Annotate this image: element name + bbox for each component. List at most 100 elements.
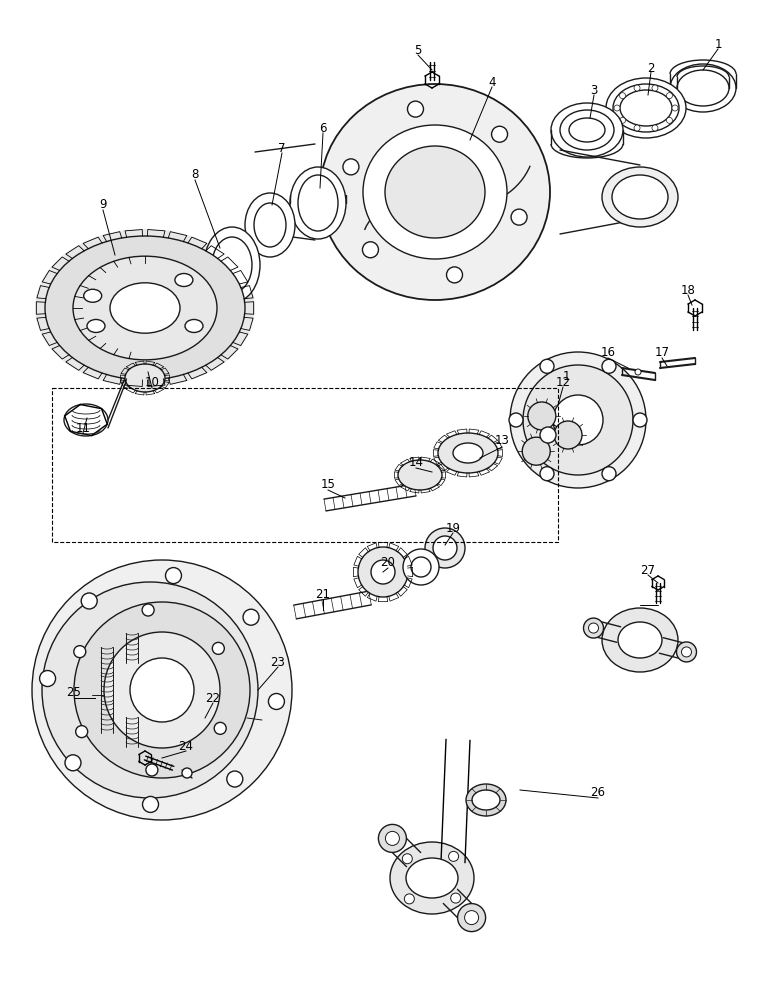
- Ellipse shape: [670, 64, 736, 112]
- Circle shape: [492, 126, 507, 142]
- Circle shape: [405, 894, 415, 904]
- Ellipse shape: [212, 237, 252, 293]
- Circle shape: [76, 726, 88, 738]
- Text: 16: 16: [601, 347, 615, 360]
- Circle shape: [243, 609, 259, 625]
- Circle shape: [362, 242, 378, 258]
- Circle shape: [540, 359, 554, 373]
- Circle shape: [402, 854, 412, 864]
- Ellipse shape: [560, 110, 614, 150]
- Circle shape: [511, 209, 527, 225]
- Text: 20: 20: [381, 556, 395, 570]
- Text: 17: 17: [655, 346, 669, 359]
- Circle shape: [633, 413, 647, 427]
- Ellipse shape: [602, 167, 678, 227]
- Circle shape: [602, 467, 616, 481]
- Ellipse shape: [569, 118, 605, 142]
- Text: 4: 4: [488, 76, 496, 89]
- Circle shape: [449, 851, 459, 861]
- Text: 10: 10: [144, 376, 160, 389]
- Ellipse shape: [551, 103, 623, 157]
- Circle shape: [666, 117, 672, 123]
- Ellipse shape: [320, 84, 550, 300]
- Circle shape: [433, 536, 457, 560]
- Circle shape: [143, 796, 158, 812]
- Circle shape: [509, 413, 523, 427]
- Circle shape: [358, 547, 408, 597]
- Circle shape: [74, 602, 250, 778]
- Text: 15: 15: [320, 479, 336, 491]
- Circle shape: [214, 722, 226, 734]
- Text: 8: 8: [191, 168, 198, 182]
- Circle shape: [212, 642, 225, 654]
- Ellipse shape: [466, 784, 506, 816]
- Ellipse shape: [83, 289, 102, 302]
- Circle shape: [635, 369, 641, 375]
- Ellipse shape: [125, 364, 165, 392]
- Ellipse shape: [245, 193, 295, 257]
- Circle shape: [614, 105, 620, 111]
- Ellipse shape: [110, 283, 180, 333]
- Text: 7: 7: [278, 141, 286, 154]
- Text: 25: 25: [66, 686, 81, 700]
- Ellipse shape: [472, 790, 500, 810]
- Ellipse shape: [363, 125, 507, 259]
- Circle shape: [385, 831, 399, 845]
- Circle shape: [403, 549, 439, 585]
- Circle shape: [672, 105, 678, 111]
- Circle shape: [65, 755, 81, 771]
- Circle shape: [588, 623, 598, 633]
- Circle shape: [451, 893, 461, 903]
- Ellipse shape: [613, 84, 679, 132]
- Circle shape: [39, 671, 56, 687]
- Circle shape: [634, 125, 640, 131]
- Ellipse shape: [45, 236, 245, 380]
- Text: 21: 21: [316, 588, 330, 601]
- Circle shape: [540, 427, 556, 443]
- Ellipse shape: [185, 319, 203, 332]
- Ellipse shape: [290, 167, 346, 239]
- Ellipse shape: [385, 146, 485, 238]
- Circle shape: [602, 359, 616, 373]
- Ellipse shape: [87, 319, 105, 332]
- Circle shape: [458, 904, 486, 932]
- Ellipse shape: [398, 460, 442, 490]
- Text: 22: 22: [205, 692, 221, 704]
- Circle shape: [446, 267, 462, 283]
- Ellipse shape: [254, 203, 286, 247]
- Circle shape: [130, 658, 194, 722]
- Text: 14: 14: [408, 456, 424, 470]
- Ellipse shape: [390, 842, 474, 914]
- Circle shape: [682, 647, 692, 657]
- Ellipse shape: [175, 273, 193, 286]
- Circle shape: [523, 365, 633, 475]
- Circle shape: [465, 911, 479, 925]
- Circle shape: [652, 125, 658, 131]
- Text: 1: 1: [714, 38, 722, 51]
- Circle shape: [522, 437, 550, 465]
- Circle shape: [620, 117, 625, 123]
- Circle shape: [584, 618, 604, 638]
- Circle shape: [540, 467, 554, 481]
- Circle shape: [74, 646, 86, 658]
- Text: 18: 18: [681, 284, 696, 296]
- Circle shape: [165, 568, 181, 584]
- Ellipse shape: [612, 175, 668, 219]
- Ellipse shape: [73, 256, 217, 360]
- Text: 24: 24: [178, 740, 194, 752]
- Circle shape: [676, 642, 696, 662]
- Text: 3: 3: [591, 84, 598, 97]
- Circle shape: [634, 85, 640, 91]
- Circle shape: [528, 402, 556, 430]
- Circle shape: [425, 528, 465, 568]
- Ellipse shape: [438, 433, 498, 473]
- Text: 19: 19: [445, 522, 461, 534]
- Ellipse shape: [35, 229, 255, 387]
- Ellipse shape: [606, 78, 686, 138]
- Circle shape: [32, 560, 292, 820]
- Text: 13: 13: [495, 434, 510, 446]
- Ellipse shape: [677, 70, 729, 106]
- Text: 26: 26: [591, 786, 605, 800]
- Text: 2: 2: [647, 62, 655, 75]
- Circle shape: [553, 395, 603, 445]
